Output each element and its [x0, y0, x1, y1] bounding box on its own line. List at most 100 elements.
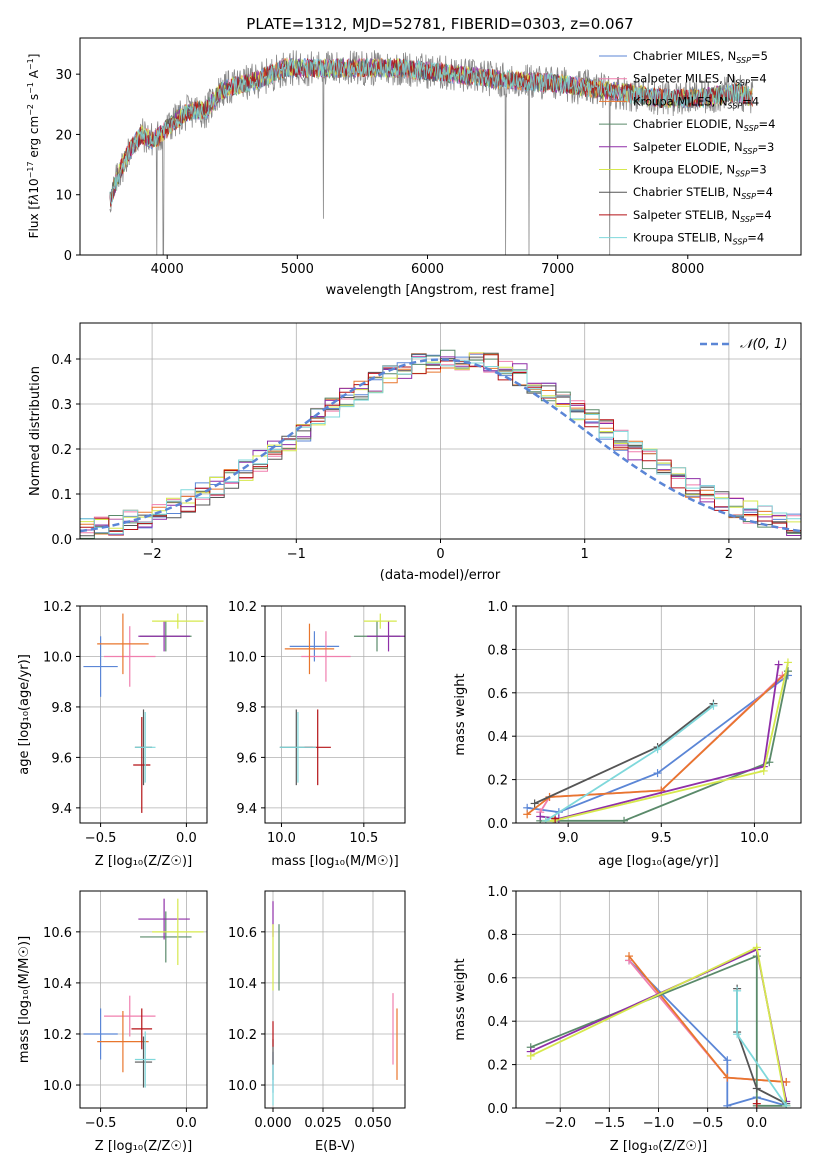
age-vs-z-panel: −0.5 0.0 9.4 9.6 9.8 10.0 10.2 Z [log₁₀(Z/Z☉)] a…	[17, 600, 208, 869]
x-tick-label: 10.0	[267, 831, 296, 846]
legend-label: Kroupa STELIB, NSSP=4	[633, 231, 764, 247]
y-tick-label: 0.6	[487, 687, 508, 702]
x-tick-label: 10.5	[349, 831, 378, 846]
x-tick-label: 0	[436, 547, 444, 562]
x-tick-label: −1	[287, 547, 306, 562]
y-tick-label: 9.8	[51, 701, 72, 716]
spectrum-title: PLATE=1312, MJD=52781, FIBERID=0303, z=0…	[246, 15, 633, 33]
mass-vs-z-panel: −0.5 0.0 10.0 10.2 10.4 10.6 Z [log₁₀(Z/Z☉)] ma…	[17, 890, 208, 1154]
weight-line	[736, 990, 788, 1107]
panel-frame	[515, 605, 802, 824]
age-vs-mass-panel: 10.0 10.5 9.4 9.6 9.8 10.0 10.2 mass [log₁₀(M/M…	[228, 600, 406, 869]
mass-vs-ebv-panel: 0.000 0.025 0.050 10.0 10.2 10.4 10.6 E(B-V)	[228, 890, 406, 1154]
y-tick-label: 0.8	[487, 643, 508, 658]
y-tick-label: 0.2	[487, 1059, 508, 1074]
weight-vs-age-panel: 9.0 9.5 10.0 0.0 0.2 0.4 0.6 0.8 1.0 age [log₁₀(a…	[453, 600, 802, 869]
y-axis-label: mass [log₁₀(M/M☉)]	[17, 936, 32, 1063]
y-tick-label: 0.6	[487, 972, 508, 987]
x-tick-label: −0.5	[85, 1116, 117, 1131]
y-tick-label: 9.6	[236, 751, 257, 766]
y-tick-label: 0.0	[487, 817, 508, 832]
x-tick-label: 0.025	[304, 1116, 341, 1131]
y-tick-label: 10.0	[228, 650, 257, 665]
legend-label: Salpeter STELIB, NSSP=4	[633, 208, 772, 224]
y-tick-label: 10.2	[43, 600, 72, 615]
x-tick-label: 8000	[671, 262, 704, 277]
panel-frame	[264, 605, 406, 824]
y-tick-label: 9.8	[236, 701, 257, 716]
spectrum-legend: Chabrier MILES, NSSP=5 Salpeter MILES, NS…	[599, 49, 775, 247]
y-tick-label: 1.0	[487, 600, 508, 615]
x-tick-label: −2	[143, 547, 162, 562]
y-tick-label: 10.0	[43, 1079, 72, 1094]
plot-area	[83, 613, 204, 813]
x-axis-label: Z [log₁₀(Z/Z☉)]	[610, 1139, 707, 1154]
y-tick-label: 0	[64, 249, 72, 264]
x-tick-label: −2.0	[544, 1116, 576, 1131]
y-tick-label: 0.2	[487, 774, 508, 789]
plot-area	[523, 658, 792, 823]
y-tick-label: 10.0	[43, 650, 72, 665]
y-tick-label: 10.6	[228, 926, 257, 941]
legend-label: Chabrier ELODIE, NSSP=4	[633, 117, 775, 133]
legend-label: Salpeter MILES, NSSP=4	[633, 72, 767, 88]
y-tick-label: 10.6	[43, 926, 72, 941]
x-tick-label: 1	[581, 547, 589, 562]
legend-label: Kroupa ELODIE, NSSP=3	[633, 163, 767, 179]
panel-frame	[79, 890, 208, 1109]
plot-area	[279, 613, 405, 786]
plot-area	[83, 898, 204, 1088]
spectrum-frame	[79, 37, 802, 256]
normal-legend-label: 𝒩(0, 1)	[740, 337, 787, 352]
x-tick-label: 9.0	[558, 831, 579, 846]
y-tick-label: 10	[55, 189, 72, 204]
x-tick-label: −0.5	[692, 1116, 724, 1131]
y-axis-label: mass weight	[453, 673, 468, 755]
y-tick-label: 0.1	[51, 488, 72, 503]
y-tick-label: 10.2	[228, 600, 257, 615]
plot-area	[526, 943, 791, 1108]
residuals-histograms	[80, 349, 801, 539]
x-tick-label: −1.5	[594, 1116, 626, 1131]
y-tick-label: 9.4	[236, 802, 257, 817]
x-tick-label: −1.0	[643, 1116, 675, 1131]
spectrum-lines	[109, 50, 754, 255]
legend-label: Chabrier MILES, NSSP=5	[633, 49, 768, 65]
spectrum-xlabel: wavelength [Angstrom, rest frame]	[326, 283, 555, 298]
panel-frame	[79, 605, 208, 824]
spectrum-ticks: 4000 5000 6000 7000 8000 0 10 20 30	[55, 68, 704, 277]
legend-label: Chabrier STELIB, NSSP=4	[633, 185, 773, 201]
plot-area	[272, 901, 398, 1106]
y-tick-label: 10.4	[228, 977, 257, 992]
y-tick-label: 0.3	[51, 398, 72, 413]
x-axis-label: mass [log₁₀(M/M☉)]	[271, 854, 398, 869]
y-tick-label: 0.2	[51, 443, 72, 458]
y-tick-label: 0.8	[487, 928, 508, 943]
y-tick-label: 20	[55, 128, 72, 143]
residuals-xlabel: (data-model)/error	[380, 568, 501, 583]
y-axis-label: mass weight	[453, 958, 468, 1040]
x-axis-label: E(B-V)	[315, 1139, 355, 1154]
x-tick-label: 5000	[281, 262, 314, 277]
parameter-panels: −0.5 0.0 9.4 9.6 9.8 10.0 10.2 Z [log₁₀(Z/Z☉)] a…	[17, 600, 802, 1154]
residuals-legend: 𝒩(0, 1)	[700, 337, 787, 352]
legend-label: Salpeter ELODIE, NSSP=3	[633, 140, 774, 156]
weight-line	[526, 670, 789, 816]
y-tick-label: 10.0	[228, 1079, 257, 1094]
x-axis-label: age [log₁₀(age/yr)]	[598, 854, 719, 869]
panel-frame	[264, 890, 406, 1109]
model-spectrum	[109, 58, 754, 206]
normal-curve	[80, 358, 801, 533]
weight-line	[540, 670, 789, 822]
weight-vs-z-panel: −2.0 −1.5 −1.0 −0.5 0.0 0.0 0.2 0.4 0.6 0.8 1.0 Z […	[453, 885, 802, 1154]
y-tick-label: 10.2	[43, 1028, 72, 1043]
x-axis-label: Z [log₁₀(Z/Z☉)]	[95, 854, 192, 869]
x-tick-label: 2	[725, 547, 733, 562]
x-tick-label: −0.5	[85, 831, 117, 846]
x-tick-label: 0.0	[746, 1116, 767, 1131]
y-tick-label: 9.4	[51, 802, 72, 817]
x-tick-label: 9.5	[651, 831, 672, 846]
weight-line	[527, 674, 789, 814]
x-tick-label: 10.0	[740, 831, 769, 846]
